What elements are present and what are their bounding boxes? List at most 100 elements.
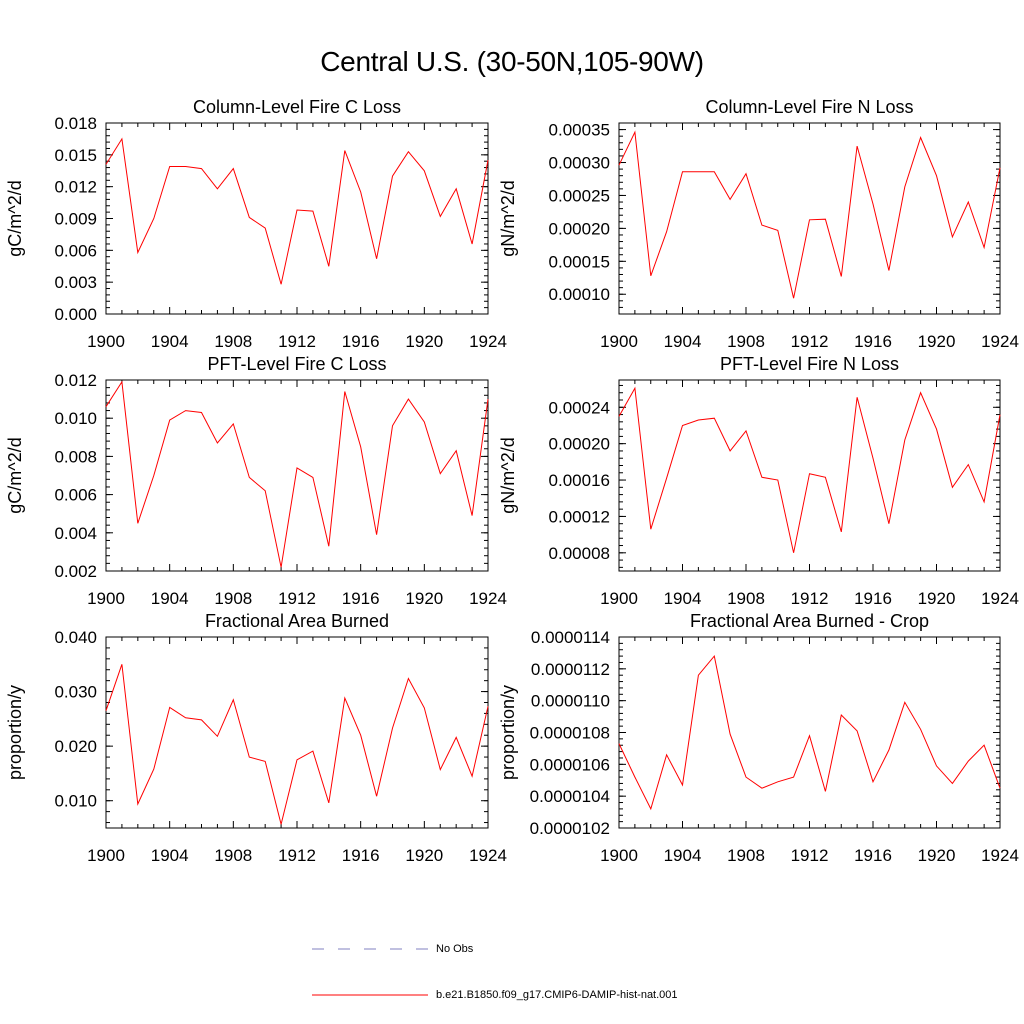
y-tick-label: 0.00020 (549, 435, 610, 454)
y-axis-label: proportion/y (5, 685, 25, 780)
x-tick-label: 1920 (918, 332, 956, 351)
x-tick-label: 1904 (664, 332, 702, 351)
series-line (618, 386, 1001, 553)
y-tick-label: 0.00012 (549, 507, 610, 526)
x-tick-label: 1900 (87, 846, 125, 865)
x-tick-label: 1924 (981, 589, 1019, 608)
x-tick-label: 1920 (405, 589, 443, 608)
x-tick-label: 1908 (214, 332, 252, 351)
x-tick-label: 1908 (727, 589, 765, 608)
legend-model-label: b.e21.B1850.f09_g17.CMIP6-DAMIP-hist-nat… (436, 989, 678, 1001)
x-tick-label: 1924 (469, 332, 507, 351)
panel-title: PFT-Level Fire C Loss (207, 354, 386, 374)
x-tick-label: 1912 (278, 332, 316, 351)
y-tick-label: 0.0000112 (531, 660, 610, 679)
panel-title: Fractional Area Burned (205, 611, 389, 631)
x-tick-label: 1912 (791, 332, 829, 351)
panel-title: Fractional Area Burned - Crop (690, 611, 929, 631)
y-tick-label: 0.006 (54, 241, 97, 260)
series-line (105, 664, 489, 825)
series-line (105, 380, 489, 568)
y-tick-label: 0.015 (54, 146, 97, 165)
x-tick-label: 1900 (600, 332, 638, 351)
x-tick-label: 1916 (342, 332, 380, 351)
chart-panel-2: 1900 1904 1908 1912 1916 1920 1924 0.00010 0.000… (498, 97, 1019, 351)
series-line (618, 654, 1001, 811)
y-tick-label: 0.008 (54, 447, 97, 466)
y-axis-label: gC/m^2/d (5, 437, 25, 513)
y-tick-label: 0.040 (54, 628, 97, 647)
x-tick-label: 1904 (151, 589, 189, 608)
y-tick-label: 0.009 (54, 210, 97, 229)
x-tick-label: 1904 (151, 846, 189, 865)
y-tick-label: 0.020 (54, 737, 97, 756)
y-tick-label: 0.00025 (549, 186, 610, 205)
x-tick-label: 1912 (791, 846, 829, 865)
x-tick-label: 1924 (981, 846, 1019, 865)
x-tick-label: 1908 (727, 846, 765, 865)
y-axis-label: gN/m^2/d (498, 437, 518, 513)
x-tick-label: 1912 (791, 589, 829, 608)
y-tick-label: 0.002 (54, 562, 97, 581)
x-tick-label: 1916 (854, 589, 892, 608)
y-tick-label: 0.012 (54, 178, 97, 197)
y-tick-label: 0.006 (54, 486, 97, 505)
x-tick-label: 1900 (600, 846, 638, 865)
x-tick-label: 1916 (854, 846, 892, 865)
x-tick-label: 1920 (918, 589, 956, 608)
x-tick-label: 1908 (727, 332, 765, 351)
x-tick-label: 1908 (214, 846, 252, 865)
y-tick-label: 0.010 (54, 792, 97, 811)
y-axis-label: gC/m^2/d (5, 180, 25, 256)
y-tick-label: 0.00020 (549, 219, 610, 238)
x-tick-label: 1904 (664, 589, 702, 608)
x-tick-label: 1900 (87, 589, 125, 608)
x-tick-label: 1916 (342, 589, 380, 608)
x-tick-label: 1904 (151, 332, 189, 351)
x-tick-label: 1912 (278, 846, 316, 865)
x-tick-label: 1900 (600, 589, 638, 608)
page-title: Central U.S. (30-50N,105-90W) (320, 46, 704, 77)
y-tick-label: 0.00024 (549, 398, 610, 417)
chart-panel-1: 1900 1904 1908 1912 1916 1920 1924 0.000 0.003 0.… (5, 97, 507, 351)
series-line (105, 137, 489, 285)
y-tick-label: 0.0000104 (530, 787, 610, 806)
y-axis-label: gN/m^2/d (498, 180, 518, 256)
y-tick-label: 0.004 (54, 524, 97, 543)
chart-panel-6: 1900 1904 1908 1912 1916 1920 1924 0.0000102 0.0… (498, 611, 1019, 865)
legend-obs-label: No Obs (436, 943, 474, 955)
x-tick-label: 1904 (664, 846, 702, 865)
y-tick-label: 0.0000108 (530, 724, 610, 743)
y-tick-label: 0.00035 (549, 121, 610, 140)
x-tick-label: 1920 (405, 846, 443, 865)
x-tick-label: 1916 (854, 332, 892, 351)
x-tick-label: 1924 (469, 846, 507, 865)
x-tick-label: 1908 (214, 589, 252, 608)
x-tick-label: 1920 (405, 332, 443, 351)
y-tick-label: 0.010 (54, 409, 97, 428)
x-tick-label: 1912 (278, 589, 316, 608)
x-tick-label: 1924 (981, 332, 1019, 351)
x-tick-label: 1900 (87, 332, 125, 351)
y-tick-label: 0.00015 (549, 252, 610, 271)
chart-panel-5: 1900 1904 1908 1912 1916 1920 1924 0.010 0.020 0.… (5, 611, 507, 865)
y-tick-label: 0.0000114 (531, 628, 610, 647)
panel-title: Column-Level Fire N Loss (705, 97, 913, 117)
y-tick-label: 0.012 (54, 371, 97, 390)
y-tick-label: 0.0000106 (530, 755, 610, 774)
y-tick-label: 0.00008 (549, 544, 610, 563)
panel-title: Column-Level Fire C Loss (193, 97, 401, 117)
x-tick-label: 1920 (918, 846, 956, 865)
chart-panel-3: 1900 1904 1908 1912 1916 1920 1924 0.002 0.004 0.… (5, 354, 507, 608)
y-tick-label: 0.000 (54, 305, 97, 324)
y-tick-label: 0.030 (54, 683, 97, 702)
y-tick-label: 0.0000102 (530, 819, 610, 838)
y-tick-label: 0.0000110 (531, 692, 610, 711)
y-tick-label: 0.00016 (549, 471, 610, 490)
y-tick-label: 0.003 (54, 273, 97, 292)
y-tick-label: 0.00010 (549, 285, 610, 304)
x-tick-label: 1916 (342, 846, 380, 865)
x-tick-label: 1924 (469, 589, 507, 608)
